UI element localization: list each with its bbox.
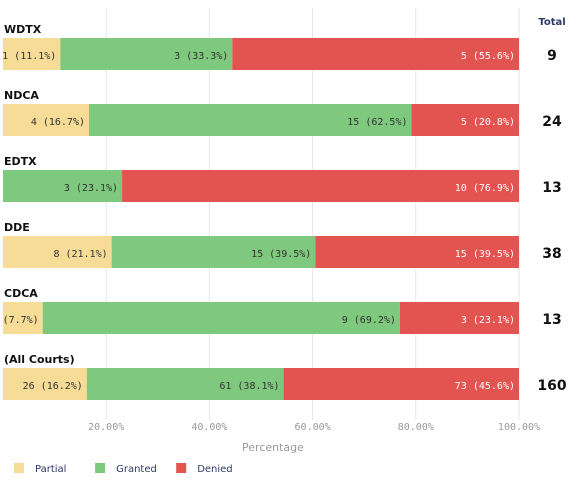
bar-segment-granted [42,302,400,334]
total-value: 160 [537,378,566,394]
bar-segment-denied [283,368,519,400]
data-label: 15 (39.5%) [455,249,515,260]
legend-label: Granted [116,464,157,475]
legend: Partial Granted Denied [14,463,233,475]
x-axis-ticks: 20.00% 40.00% 60.00% 80.00% 100.00% [88,422,540,433]
data-label: 3 (23.1%) [461,315,515,326]
bar-segment-partial [3,236,112,268]
bar-segment-granted [60,38,233,70]
data-label: 5 (55.6%) [461,51,515,62]
category-label: CDCA [4,287,38,300]
data-label: 26 (16.2%) [23,381,83,392]
category-label: EDTX [4,155,37,168]
total-value: 13 [542,312,561,328]
bar-segment-partial [3,302,43,334]
x-tick-label: 60.00% [295,422,331,433]
x-tick-label: 100.00% [498,422,540,433]
total-value: 38 [542,246,561,262]
data-label: 1 (7.7%) [0,315,39,326]
bar-segment-granted [89,104,412,136]
bar-segment-denied [411,104,519,136]
data-label: 5 (20.8%) [461,117,515,128]
x-tick-label: 80.00% [398,422,434,433]
legend-swatch [176,463,187,473]
data-label: 73 (45.6%) [455,381,515,392]
data-label: 9 (69.2%) [342,315,396,326]
x-axis-title: Percentage [242,441,304,454]
bar-segment-denied [399,302,519,334]
gridlines [105,8,520,420]
category-label: DDE [4,221,30,234]
legend-swatch [95,463,106,473]
data-label: 61 (38.1%) [219,381,279,392]
data-label: 8 (21.1%) [53,249,107,260]
total-value: 24 [542,114,562,130]
data-label: 4 (16.7%) [31,117,85,128]
category-labels: WDTX NDCA EDTX DDE CDCA (All Courts) [4,23,75,366]
data-label: 15 (62.5%) [347,117,407,128]
category-label: (All Courts) [4,353,75,366]
bar-segment-partial [3,104,89,136]
bar-segment-denied [122,170,520,202]
bar-segment-denied [232,38,520,70]
legend-swatch [14,463,24,473]
bar-segment-denied [315,236,519,268]
legend-label: Denied [197,464,232,475]
data-label: 15 (39.5%) [251,249,311,260]
data-label: 3 (23.1%) [64,183,118,194]
category-label: WDTX [4,23,42,36]
data-label: 3 (33.3%) [174,51,228,62]
total-value: 9 [547,48,557,64]
bar-segment-partial [3,38,61,70]
data-label: 10 (76.9%) [455,183,515,194]
x-tick-label: 20.00% [88,422,124,433]
bar-segment-granted [86,368,284,400]
legend-label: Partial [35,464,66,475]
x-tick-label: 40.00% [191,422,227,433]
bar-segment-granted [3,170,123,202]
totals-header: Total [538,17,565,28]
total-value: 13 [542,180,561,196]
totals-column: Total 9 24 13 38 13 160 [537,17,566,394]
category-label: NDCA [4,89,39,102]
bar-segment-granted [111,236,316,268]
bar-segment-partial [3,368,87,400]
data-label: 1 (11.1%) [2,51,56,62]
bars: 1 (11.1%) 3 (33.3%) 5 (55.6%) 4 (16.7%) 15 (… [0,38,520,400]
